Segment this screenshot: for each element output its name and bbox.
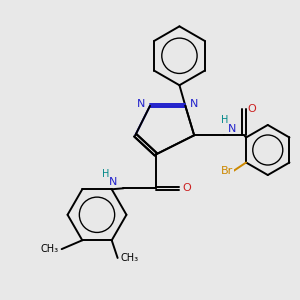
Text: O: O <box>247 104 256 114</box>
Text: H: H <box>102 169 110 178</box>
Text: N: N <box>190 99 198 110</box>
Text: CH₃: CH₃ <box>41 244 59 254</box>
Text: H: H <box>221 115 228 125</box>
Text: N: N <box>228 124 236 134</box>
Text: N: N <box>137 99 146 110</box>
Text: CH₃: CH₃ <box>120 253 139 263</box>
Text: N: N <box>109 177 117 187</box>
Text: O: O <box>182 183 191 193</box>
Text: Br: Br <box>221 166 233 176</box>
